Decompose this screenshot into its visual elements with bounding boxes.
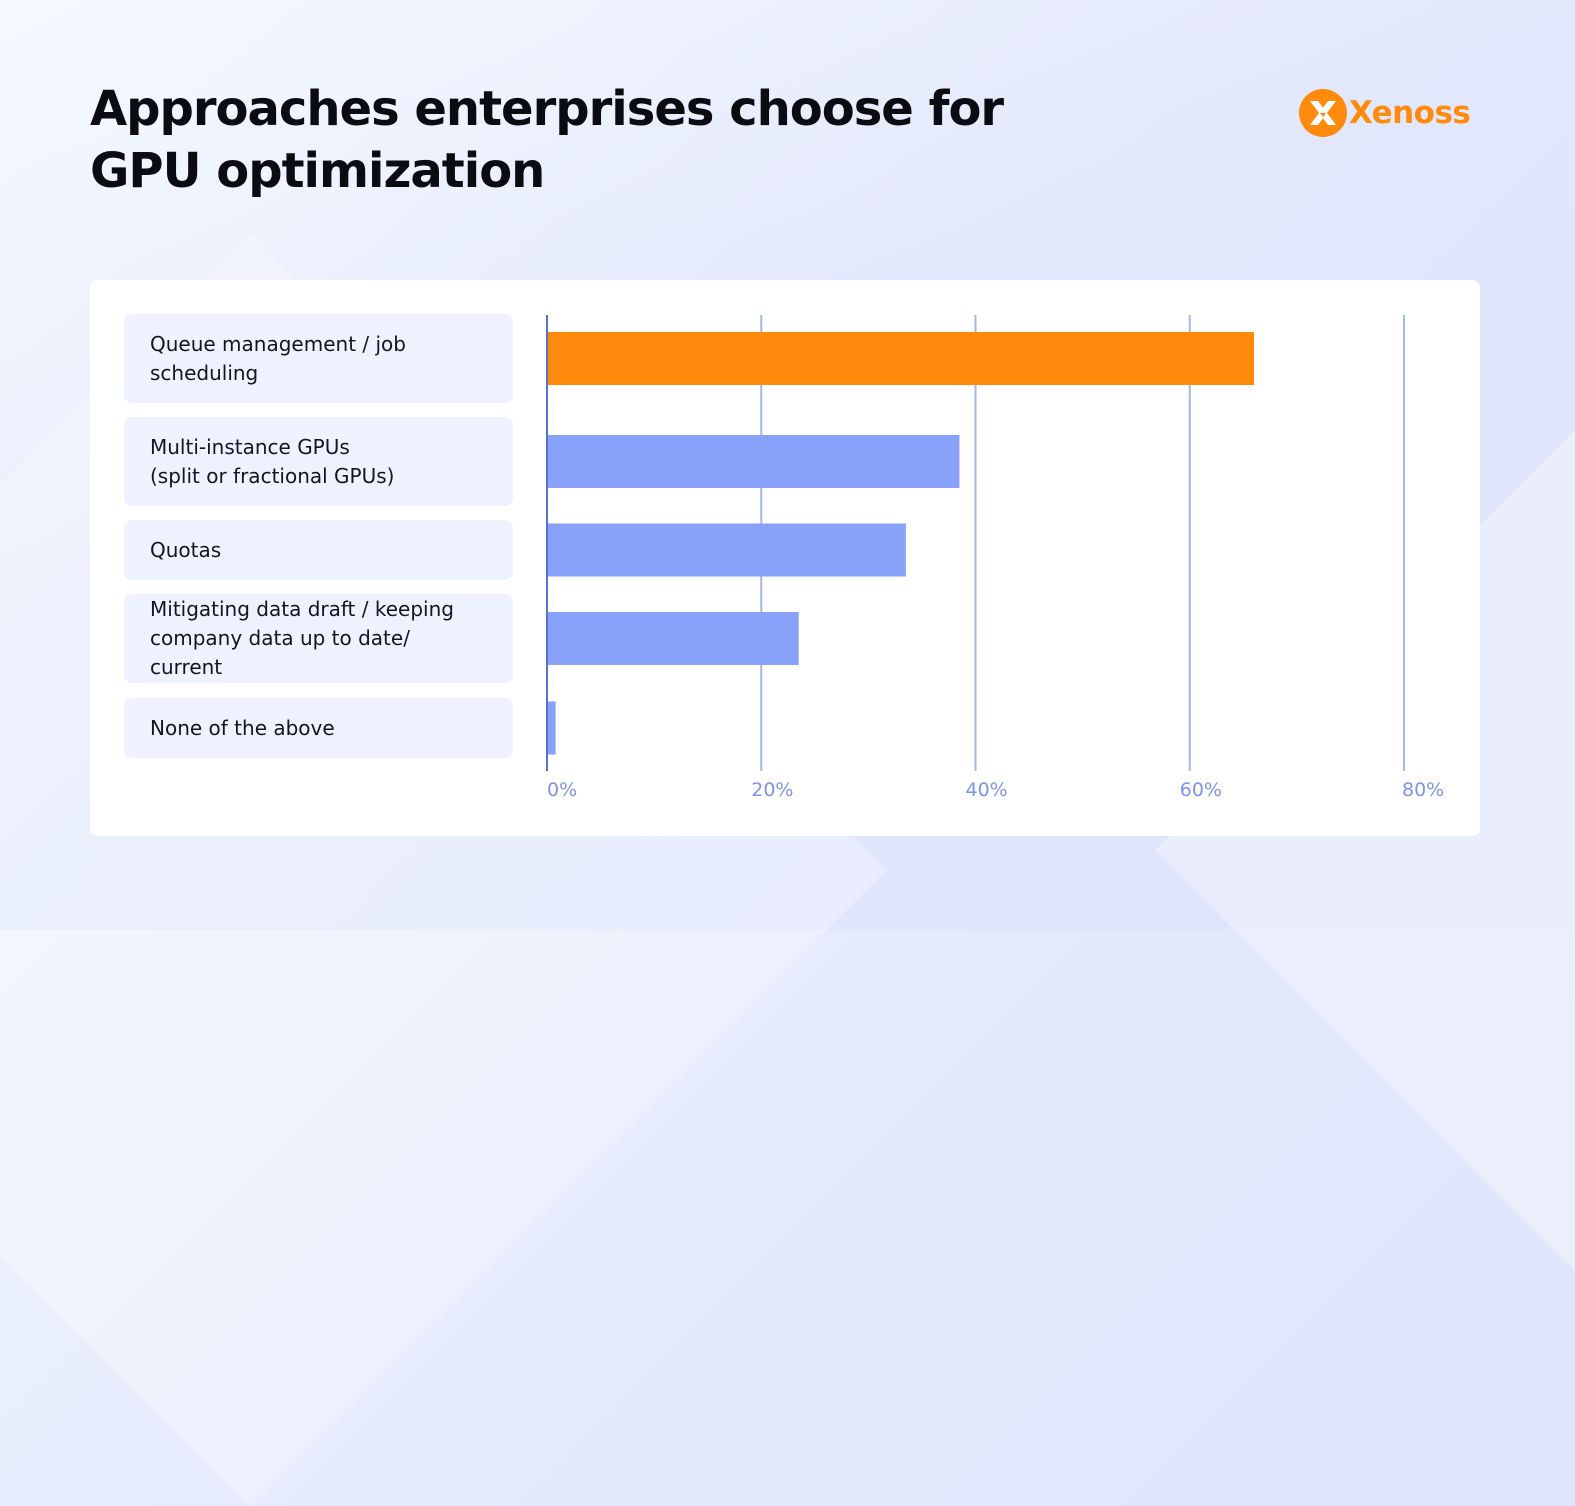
bar (547, 435, 959, 488)
tick-label: 0% (547, 779, 577, 801)
tick-label: 80% (1402, 779, 1444, 801)
bar (547, 702, 556, 755)
tick-label: 20% (751, 779, 793, 801)
bar-chart: 0% 20% 40% 60% 80% (90, 280, 1480, 836)
bar (547, 612, 799, 665)
logo-text: Xenoss (1349, 95, 1470, 131)
bar (547, 332, 1254, 385)
chart-card: Queue management / job scheduling Multi-i… (90, 280, 1480, 836)
xenoss-logo-icon (1299, 89, 1347, 137)
logo: Xenoss (1299, 88, 1470, 138)
tick-label: 40% (966, 779, 1008, 801)
tick-label: 60% (1180, 779, 1222, 801)
bar (547, 524, 906, 577)
chart-title: Approaches enterprises choose for GPU op… (90, 78, 1090, 202)
